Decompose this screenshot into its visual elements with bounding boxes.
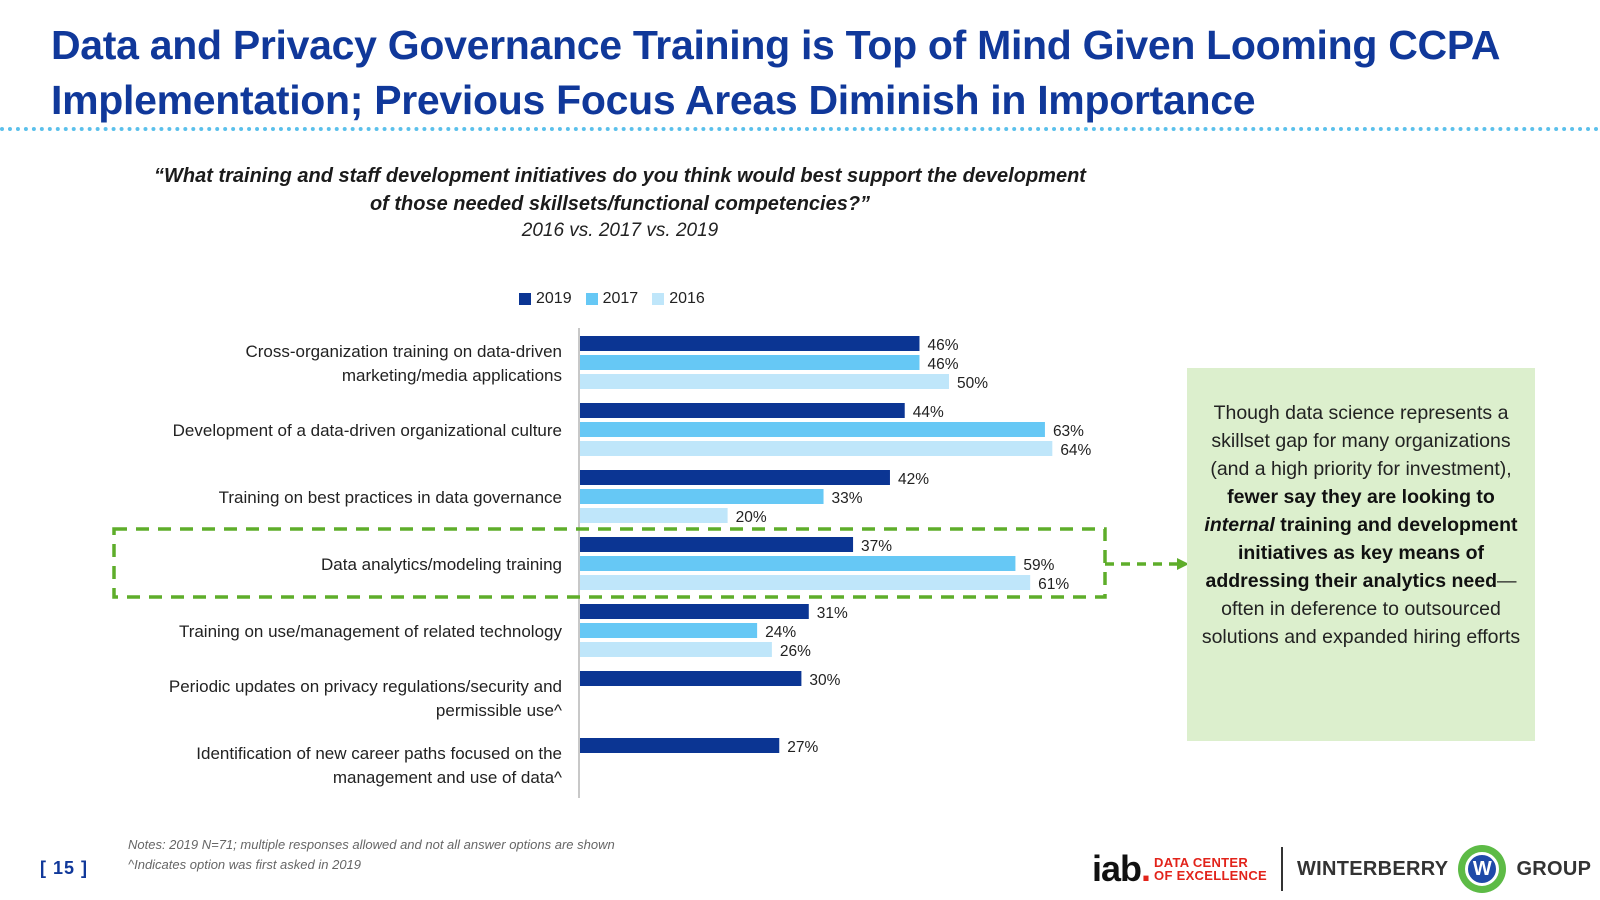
data-label-2019: 37% — [861, 538, 892, 555]
bar-2019 — [580, 604, 809, 619]
logo-separator — [1281, 847, 1283, 891]
bar-2016 — [580, 441, 1053, 456]
category-label: Data analytics/modeling training — [321, 555, 562, 574]
page-title: Data and Privacy Governance Training is … — [51, 22, 1499, 123]
footer-logos: iab. DATA CENTER OF EXCELLENCE WINTERBER… — [1092, 845, 1591, 893]
legend-item-2019: 2019 — [519, 290, 572, 308]
category-label: Development of a data-driven organizatio… — [173, 421, 562, 440]
category-label: permissible use^ — [436, 701, 562, 720]
category-label: Training on use/management of related te… — [179, 622, 563, 641]
data-label-2019: 46% — [927, 337, 958, 354]
data-label-2017: 46% — [927, 356, 958, 373]
data-label-2016: 26% — [780, 643, 811, 660]
iab-wordmark: iab — [1092, 848, 1142, 889]
bar-2017 — [580, 355, 920, 370]
callout-bold-1: fewer say they are looking to — [1227, 486, 1495, 508]
page-number: [ 15 ] — [40, 858, 89, 878]
bar-2019 — [580, 537, 854, 552]
wg-badge-letter: W — [1465, 852, 1500, 886]
legend-label-2017: 2017 — [602, 290, 639, 307]
iab-dce-line1: DATA CENTER — [1154, 855, 1249, 870]
bar-2016 — [580, 575, 1031, 590]
survey-question: “What training and staff development ini… — [154, 165, 1086, 215]
legend-swatch-2016 — [652, 293, 665, 305]
data-label-2019: 27% — [787, 739, 818, 756]
callout-text-intro: Though data science represents a skillse… — [1210, 402, 1512, 480]
legend-swatch-2017 — [585, 293, 598, 305]
callout-text-end: —often in deference to outsourced soluti… — [1201, 570, 1521, 648]
data-label-2017: 33% — [832, 490, 863, 507]
wg-badge-icon: W — [1458, 845, 1507, 893]
footnote-sample: Notes: 2019 N=71; multiple responses all… — [128, 837, 615, 852]
iab-dce-line2: OF EXCELLENCE — [1154, 868, 1267, 883]
callout-bold-2: training and development initiatives as … — [1205, 514, 1518, 592]
callout-box: Though data science represents a skillse… — [1187, 368, 1535, 741]
data-label-2016: 64% — [1060, 442, 1091, 459]
bar-2017 — [580, 489, 824, 504]
data-label-2016: 20% — [736, 509, 767, 526]
data-label-2019: 44% — [913, 404, 944, 421]
bar-2017 — [580, 422, 1045, 437]
iab-dce-text: DATA CENTER OF EXCELLENCE — [1154, 856, 1267, 882]
bar-2019 — [580, 671, 802, 686]
category-label: Training on best practices in data gover… — [219, 488, 562, 507]
bar-2017 — [580, 556, 1016, 571]
bar-2016 — [580, 374, 949, 389]
bar-2019 — [580, 738, 780, 753]
data-label-2017: 63% — [1053, 423, 1084, 440]
wg-text-left: WINTERBERRY — [1297, 857, 1449, 880]
chart-legend: 2019 2017 2016 — [519, 289, 705, 309]
bar-2017 — [580, 623, 758, 638]
bar-2019 — [580, 336, 920, 351]
callout-bold-italic: internal — [1204, 514, 1275, 536]
category-label: management and use of data^ — [333, 768, 562, 787]
category-label: Periodic updates on privacy regulations/… — [169, 677, 562, 696]
category-label: Identification of new career paths focus… — [196, 744, 562, 763]
legend-swatch-2019 — [519, 293, 531, 305]
winterberry-logo: WINTERBERRY W GROUP — [1297, 845, 1591, 893]
footnotes: Notes: 2019 N=71; multiple responses all… — [128, 835, 615, 875]
category-label: marketing/media applications — [342, 366, 562, 385]
bar-2019 — [580, 470, 890, 485]
chart-subtitle: 2016 vs. 2017 vs. 2019 — [521, 220, 719, 241]
footnote-new-option: ^Indicates option was first asked in 201… — [128, 857, 362, 872]
wg-text-right: GROUP — [1516, 857, 1592, 880]
data-label-2016: 50% — [957, 375, 988, 392]
bar-2019 — [580, 403, 905, 418]
data-label-2019: 42% — [898, 471, 929, 488]
callout-arrow-head-icon — [1177, 558, 1189, 570]
legend-item-2016: 2016 — [652, 290, 705, 308]
legend-item-2017: 2017 — [585, 290, 639, 308]
iab-dot: . — [1141, 848, 1151, 889]
bar-2016 — [580, 508, 728, 523]
bar-2016 — [580, 642, 772, 657]
category-label: Cross-organization training on data-driv… — [245, 342, 562, 361]
legend-label-2016: 2016 — [669, 290, 705, 307]
data-label-2016: 61% — [1038, 576, 1069, 593]
title-divider — [0, 127, 1600, 131]
data-label-2017: 24% — [765, 624, 796, 641]
data-label-2017: 59% — [1023, 557, 1054, 574]
data-label-2019: 31% — [817, 605, 848, 622]
data-label-2019: 30% — [809, 672, 840, 689]
legend-label-2019: 2019 — [536, 290, 572, 307]
iab-logo: iab. DATA CENTER OF EXCELLENCE — [1092, 851, 1267, 887]
